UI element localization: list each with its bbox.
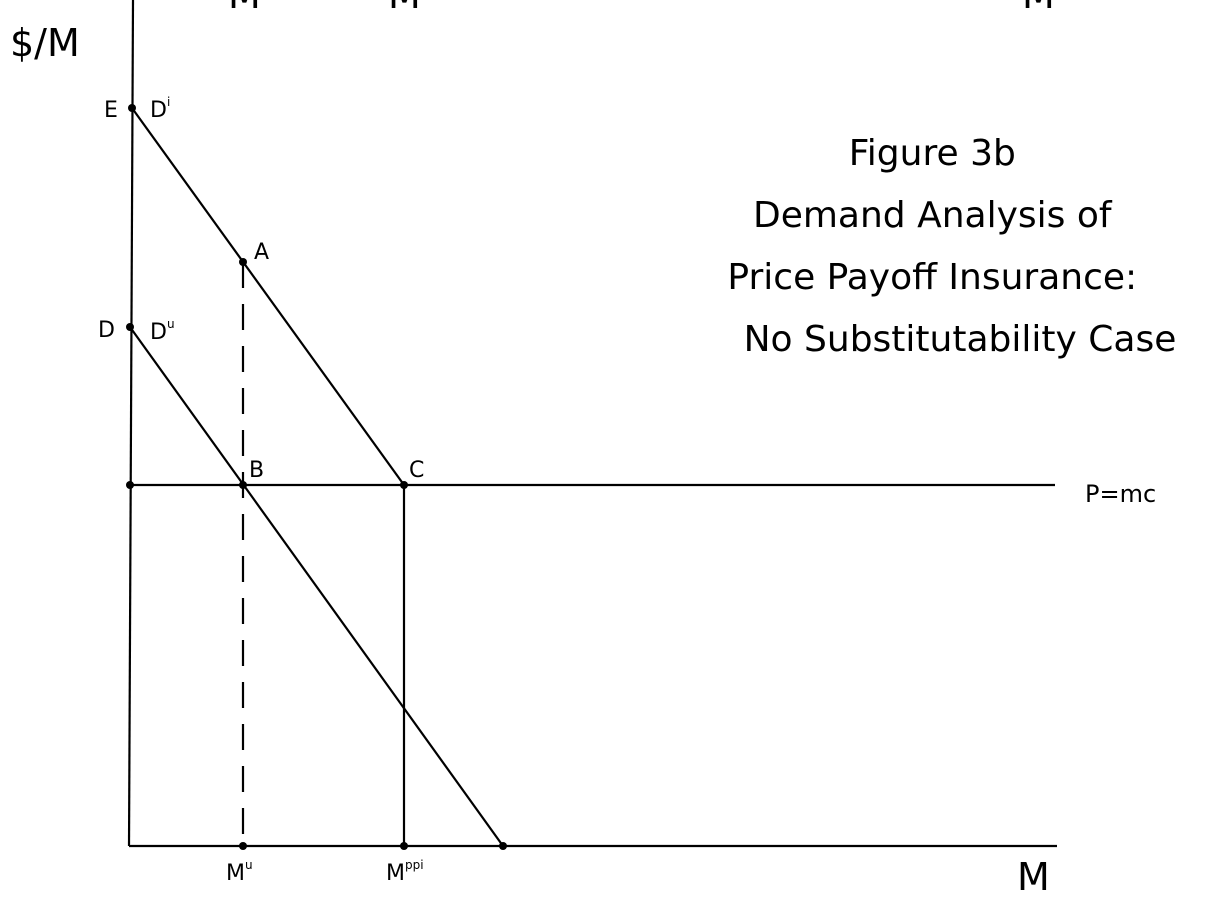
y-axis <box>129 0 133 846</box>
mu-tick-label: Mu <box>226 858 253 886</box>
point-e-marker <box>128 104 136 112</box>
top-fragment-label-3: M <box>1022 0 1055 17</box>
top-fragment-label-2: M <box>388 0 421 17</box>
point-c-label: C <box>409 458 424 483</box>
mu-axis-marker <box>239 842 247 850</box>
y-axis-label: $/M <box>10 21 80 65</box>
point-d-label: D <box>98 318 115 343</box>
figure-title-line-4: No Substitutability Case <box>744 319 1177 360</box>
insured-demand-curve <box>132 108 404 485</box>
mppi-tick-label-sup: ppi <box>405 858 424 872</box>
uninsured-demand-label-base: D <box>150 320 167 345</box>
price-intercept-marker <box>126 481 134 489</box>
figure-title: Figure 3b Demand Analysis of Price Payof… <box>727 133 1176 360</box>
demand-x-intercept-marker <box>499 842 507 850</box>
figure-title-line-1: Figure 3b <box>849 133 1016 174</box>
point-c-marker <box>400 481 408 489</box>
mppi-tick-label-base: M <box>386 861 405 886</box>
figure-title-line-2: Demand Analysis of <box>753 195 1113 236</box>
mu-tick-label-base: M <box>226 861 245 886</box>
insured-demand-label-base: D <box>150 98 167 123</box>
uninsured-demand-label: Du <box>150 317 175 345</box>
top-fragment-label-1: M <box>228 0 261 17</box>
point-e-label: E <box>104 98 118 123</box>
price-line-label: P=mc <box>1085 480 1156 508</box>
mppi-tick-label: Mppi <box>386 858 424 886</box>
insured-demand-label-sup: i <box>167 95 170 109</box>
insured-demand-label: Di <box>150 95 170 123</box>
uninsured-demand-curve <box>130 327 503 846</box>
point-b-marker <box>239 481 247 489</box>
mppi-axis-marker <box>400 842 408 850</box>
point-a-label: A <box>254 240 269 265</box>
mu-tick-label-sup: u <box>245 858 253 872</box>
x-axis-label: M <box>1017 855 1050 898</box>
uninsured-demand-label-sup: u <box>167 317 175 331</box>
point-a-marker <box>239 258 247 266</box>
point-d-marker <box>126 323 134 331</box>
figure-title-line-3: Price Payoff Insurance: <box>727 257 1137 298</box>
point-b-label: B <box>249 458 264 483</box>
